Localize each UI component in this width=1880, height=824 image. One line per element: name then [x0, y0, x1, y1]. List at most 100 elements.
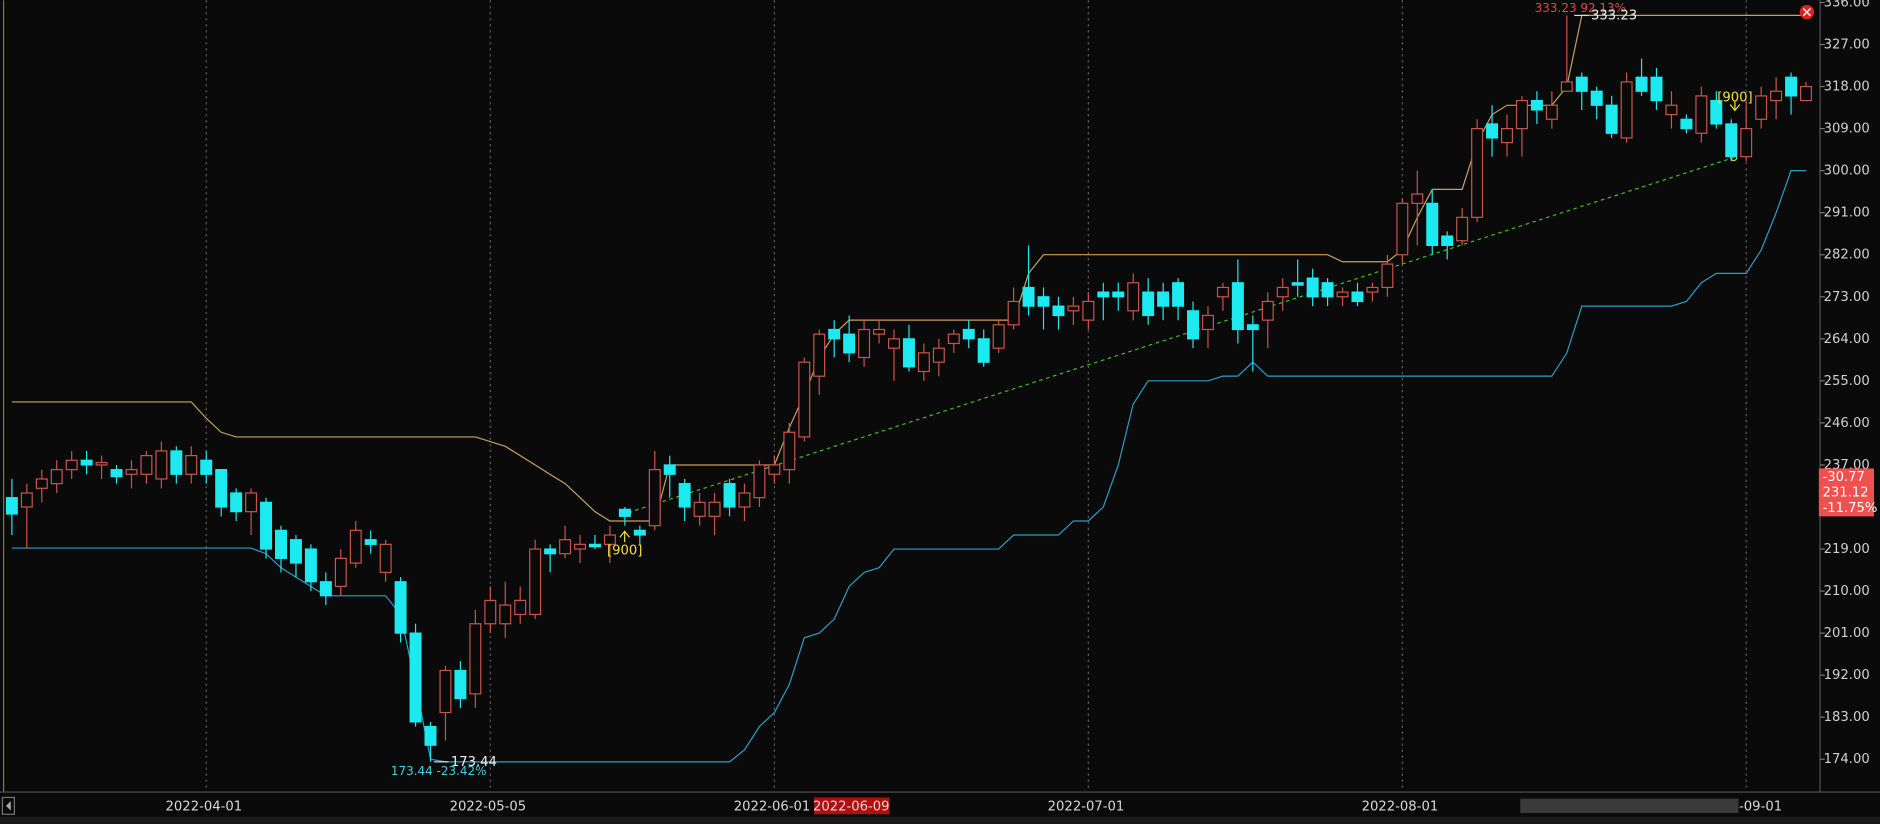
candle-body	[1172, 282, 1185, 307]
candle-body	[1216, 286, 1229, 298]
candle-body	[185, 455, 198, 475]
candle-body	[783, 431, 796, 471]
candle-body	[409, 632, 422, 723]
candle-body	[1426, 202, 1439, 246]
candle-body	[678, 483, 691, 508]
candle-body	[648, 469, 661, 527]
candle-body	[544, 548, 557, 555]
x-tick-label: 2022-08-01	[1362, 799, 1439, 814]
candle-body	[1680, 118, 1693, 130]
candle-body	[723, 483, 736, 508]
candle-body	[753, 464, 766, 499]
candle-body	[1530, 99, 1543, 111]
candle-body	[349, 529, 362, 564]
candle-body	[1620, 81, 1633, 139]
candle-body	[20, 492, 33, 508]
candle-body	[1321, 282, 1334, 298]
candle-body	[334, 557, 347, 588]
candle-body	[394, 581, 407, 634]
candle-body	[559, 539, 572, 555]
candle-body	[1291, 282, 1304, 286]
y-tick-label: 282.00	[1824, 248, 1870, 263]
candle-body	[992, 324, 1005, 349]
price-badge	[1818, 468, 1875, 517]
candle-body	[1471, 128, 1484, 218]
grid	[205, 0, 1747, 792]
y-tick-label: 291.00	[1824, 206, 1870, 221]
candle-body	[304, 548, 317, 583]
candle-body	[888, 338, 900, 349]
candle-body	[529, 548, 542, 616]
candle-body	[1007, 300, 1020, 326]
candle-body	[947, 333, 960, 345]
candle-body	[170, 450, 183, 475]
candle-body	[1231, 282, 1244, 331]
candle-body	[215, 469, 228, 508]
candle-body	[50, 469, 63, 485]
y-tick-label: 219.00	[1824, 542, 1870, 557]
candle-body	[1187, 310, 1200, 340]
signal-label: [900]	[607, 543, 642, 558]
y-tick-label: 255.00	[1824, 374, 1870, 389]
candle-body	[80, 459, 93, 466]
high-marker: 333.23	[1591, 8, 1637, 23]
candle-body	[1276, 286, 1289, 298]
candle-body	[1112, 291, 1125, 298]
candle-body	[1441, 235, 1454, 246]
candle-body	[1740, 128, 1753, 158]
x-tick-label: 2022-05-05	[450, 799, 527, 814]
low-marker: 173.44	[451, 755, 497, 770]
candle-body	[230, 492, 243, 513]
status-strip	[0, 816, 1880, 824]
close-marker-x	[1802, 8, 1811, 17]
y-tick-label: 246.00	[1824, 416, 1870, 431]
candle-body	[200, 459, 213, 475]
candle-body	[1800, 85, 1813, 102]
candle-body	[1201, 314, 1214, 331]
candle-body	[1261, 300, 1274, 321]
candle-body	[1456, 216, 1469, 242]
candle-body	[1142, 291, 1155, 317]
candle-body	[574, 543, 587, 550]
badge-percent: -11.75%	[1822, 501, 1877, 516]
candle-body	[125, 469, 138, 475]
candle-body	[633, 529, 646, 536]
candle-body	[1515, 99, 1528, 130]
low-label: 173.44 -23.42%	[391, 764, 487, 778]
candle-body	[873, 328, 886, 335]
candle-body	[1710, 99, 1723, 125]
candle-body	[1770, 90, 1783, 102]
candles	[5, 15, 1813, 762]
trend-line	[628, 157, 1734, 514]
badge-price: 231.12	[1822, 485, 1868, 500]
candle-body	[1157, 291, 1170, 307]
scroll-left-button[interactable]	[1, 796, 15, 815]
candle-body	[768, 464, 781, 475]
y-tick-label: 309.00	[1824, 122, 1870, 137]
candle-body	[1486, 123, 1499, 139]
candle-body	[1755, 95, 1768, 120]
candle-body	[1366, 286, 1379, 293]
candle-body	[1396, 202, 1409, 256]
signal-arrow	[1729, 100, 1741, 112]
candle-body	[1411, 193, 1424, 204]
candle-body	[155, 450, 168, 480]
candle-body	[708, 501, 721, 517]
scrollbar-thumb[interactable]	[1520, 798, 1739, 814]
y-tick-label: 192.00	[1824, 668, 1870, 683]
candle-body	[1052, 305, 1065, 317]
candle-body	[1665, 104, 1678, 116]
candle-body	[1067, 305, 1080, 312]
candle-body	[1575, 76, 1588, 92]
badge-change: -30.77	[1822, 470, 1864, 485]
candle-body	[95, 462, 108, 466]
candle-body	[364, 539, 377, 545]
y-tick-label: 327.00	[1824, 38, 1870, 53]
candle-body	[5, 497, 18, 515]
candle-body	[1695, 95, 1708, 134]
signal-label: [900]	[1717, 90, 1752, 105]
candle-body	[1351, 291, 1364, 303]
candle-body	[1605, 104, 1618, 134]
